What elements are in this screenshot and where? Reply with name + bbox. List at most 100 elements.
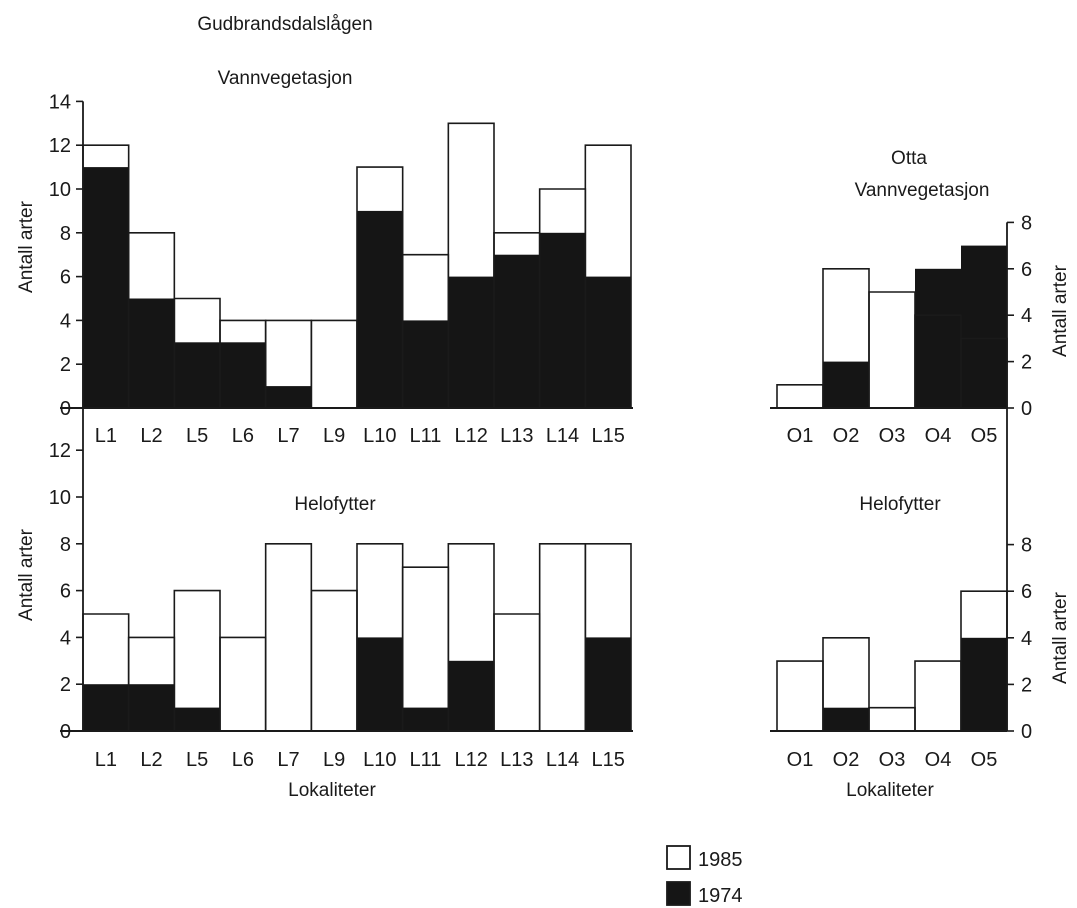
x-category-label-L7: L7 xyxy=(277,749,299,771)
legend-label-1985: 1985 xyxy=(698,849,743,871)
bar-1974-L1 xyxy=(83,167,130,408)
chart-title: Helofytter xyxy=(859,494,941,515)
bar-1974-L11 xyxy=(402,320,449,408)
bar-1974-L7 xyxy=(265,386,312,408)
bar-1974-L5 xyxy=(174,707,221,731)
bar-1974-O2 xyxy=(823,361,870,408)
x-category-label-O4: O4 xyxy=(925,749,952,771)
x-category-label-L13: L13 xyxy=(500,425,533,447)
y-tick-label-6: 6 xyxy=(60,581,71,603)
bar-1985-L14 xyxy=(538,543,587,731)
x-category-label-O2: O2 xyxy=(833,425,860,447)
x-category-label-L1: L1 xyxy=(95,749,117,771)
y-tick-label-0: 0 xyxy=(1021,721,1032,743)
x-category-label-L11: L11 xyxy=(410,425,442,447)
x-category-label-L2: L2 xyxy=(140,749,162,771)
x-category-label-O2: O2 xyxy=(833,749,860,771)
bar-1985-L6 xyxy=(219,636,267,731)
y-tick-label-4: 4 xyxy=(1021,628,1032,650)
x-category-label-L2: L2 xyxy=(140,425,162,447)
x-category-label-O3: O3 xyxy=(879,425,906,447)
y-axis-title: Antall arter xyxy=(1050,591,1071,684)
x-category-label-L14: L14 xyxy=(546,425,579,447)
bar-1974-O4 xyxy=(915,268,962,408)
y-tick-label-2: 2 xyxy=(60,354,71,376)
chart-title-line-1: Otta xyxy=(891,148,927,169)
y-tick-label-10: 10 xyxy=(49,487,71,509)
bar-1974-L1 xyxy=(83,684,130,731)
bar-1985-O2 xyxy=(822,637,870,731)
y-tick-label-2: 2 xyxy=(1021,674,1032,696)
x-category-label-O1: O1 xyxy=(787,425,814,447)
bar-1985-L15 xyxy=(584,543,632,731)
chart-title: Helofytter xyxy=(294,494,376,515)
x-category-label-O4: O4 xyxy=(925,425,952,447)
y-tick-label-12: 12 xyxy=(49,135,71,157)
bar-1974-L12 xyxy=(448,276,495,408)
chart-title: Vannvegetasjon xyxy=(218,68,353,89)
x-category-label-L9: L9 xyxy=(323,425,345,447)
y-tick-label-4: 4 xyxy=(1021,305,1032,327)
x-category-label-O1: O1 xyxy=(787,749,814,771)
y-axis-title: Antall arter xyxy=(1050,264,1071,357)
x-category-label-L14: L14 xyxy=(546,749,579,771)
y-tick-label-6: 6 xyxy=(1021,259,1032,281)
bar-1974-O5 xyxy=(961,637,1008,731)
y-tick-label-8: 8 xyxy=(60,223,71,245)
bar-1974-L12 xyxy=(448,660,495,731)
bar-1985-L13 xyxy=(493,613,541,731)
x-category-label-L5: L5 xyxy=(186,425,208,447)
x-category-label-L12: L12 xyxy=(454,425,487,447)
y-tick-label-8: 8 xyxy=(1021,535,1032,557)
bar-1985-L9 xyxy=(310,319,358,408)
bar-1985-O3 xyxy=(868,706,916,731)
bar-1974-L6 xyxy=(220,342,267,408)
y-tick-label-8: 8 xyxy=(1021,212,1032,234)
y-tick-label-10: 10 xyxy=(49,179,71,201)
chart-panel-3: 0 2 4 6 8 O1 O2 O3 O4 O5 Otta Vannvegetasjon Antall … xyxy=(770,148,1071,447)
y-tick-label-2: 2 xyxy=(60,674,71,696)
chart-title-line-2: Vannvegetasjon xyxy=(855,180,990,201)
y-tick-label-12: 12 xyxy=(49,440,71,462)
bar-1985-L9 xyxy=(310,589,358,731)
bar-1974-L10 xyxy=(357,637,404,731)
x-category-label-L5: L5 xyxy=(186,749,208,771)
y-axis-title: Antall arter xyxy=(16,200,37,293)
legend-swatch-1985 xyxy=(666,845,691,870)
y-tick-label-4: 4 xyxy=(60,627,71,649)
bar-1974-L5 xyxy=(174,342,221,408)
chart-panel-4: 0 2 4 6 8 O1 O2 O3 O4 O5 Helofytter Antall arter Lok… xyxy=(770,408,1071,801)
x-category-label-L7: L7 xyxy=(277,425,299,447)
bar-1974-O5 xyxy=(961,245,1008,408)
x-category-label-O5: O5 xyxy=(971,425,998,447)
y-tick-label-0: 0 xyxy=(60,721,71,743)
x-category-label-L9: L9 xyxy=(323,749,345,771)
x-category-label-L6: L6 xyxy=(232,749,254,771)
x-category-label-O5: O5 xyxy=(971,749,998,771)
x-axis-title: Lokaliteter xyxy=(846,780,934,801)
bar-1985-L15 xyxy=(584,144,632,408)
legend: 1985 1974 xyxy=(666,845,743,907)
bar-1974-L10 xyxy=(357,210,404,408)
x-category-label-L6: L6 xyxy=(232,425,254,447)
bar-1985-O1 xyxy=(776,384,824,408)
x-category-label-L15: L15 xyxy=(591,749,624,771)
bar-1985-O1 xyxy=(776,660,824,731)
main-title: Gudbrandsdalslågen xyxy=(197,14,372,35)
x-category-label-L13: L13 xyxy=(500,749,533,771)
chart-panel-2: 0 2 4 6 8 10 12 L1 L2 L5 L6 L7 L9 L10 L11 L12 L13 L14 L15 H… xyxy=(16,408,633,801)
bar-1974-L11 xyxy=(402,707,449,731)
bar-1974-L2 xyxy=(128,684,175,731)
y-tick-label-8: 8 xyxy=(60,534,71,556)
bar-1985-L11 xyxy=(401,566,450,731)
chart-title: Otta Vannvegetasjon xyxy=(855,148,990,201)
y-tick-label-0: 0 xyxy=(60,398,71,420)
x-category-label-L11: L11 xyxy=(410,749,442,771)
y-tick-label-14: 14 xyxy=(49,91,71,113)
x-category-label-L10: L10 xyxy=(363,425,396,447)
bar-1974-L2 xyxy=(128,298,175,408)
y-tick-label-6: 6 xyxy=(1021,581,1032,603)
x-category-label-L10: L10 xyxy=(363,749,396,771)
legend-label-1974: 1974 xyxy=(698,885,743,907)
